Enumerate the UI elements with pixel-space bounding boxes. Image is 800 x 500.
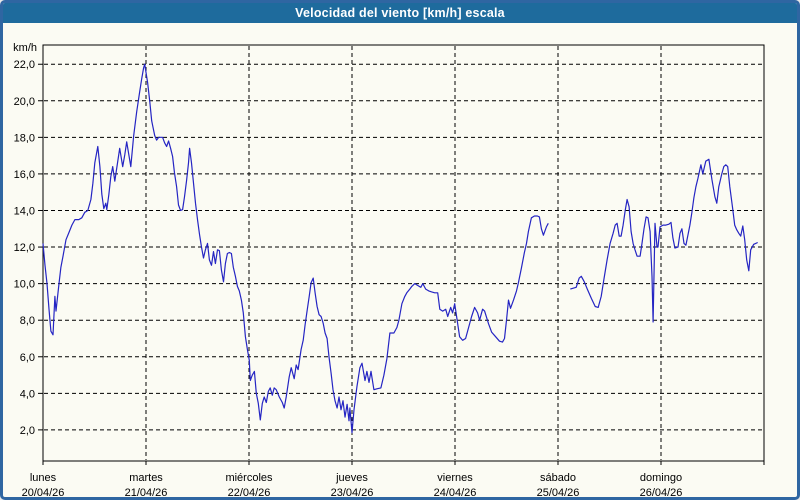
y-axis-unit-label: km/h [13, 42, 37, 54]
y-tick-label: 2,0 [20, 425, 35, 437]
x-day-date-label: 24/04/26 [434, 487, 477, 499]
x-day-date-label: 21/04/26 [125, 487, 168, 499]
x-day-name-label: jueves [335, 472, 368, 484]
y-tick-label: 22,0 [14, 59, 35, 71]
window-title: Velocidad del viento [km/h] escala [295, 6, 505, 20]
x-day-date-label: 25/04/26 [537, 487, 580, 499]
x-day-date-label: 22/04/26 [228, 487, 271, 499]
wind-speed-chart-svg: 2,0 4,0 6,0 8,0 10,0 12,0 14,0 16,0 18,0 20,0 22,0… [13, 42, 765, 499]
y-tick-label: 14,0 [14, 205, 35, 217]
y-tick-label: 10,0 [14, 279, 35, 291]
wind-speed-line-segment [42, 63, 549, 434]
y-tick-label: 6,0 [20, 352, 35, 364]
x-day-date-label: 23/04/26 [331, 487, 374, 499]
x-day-name-label: miércoles [225, 472, 273, 484]
title-bar: Velocidad del viento [km/h] escala [3, 3, 797, 23]
x-day-date-label: 26/04/26 [640, 487, 683, 499]
x-day-name-label: viernes [437, 472, 473, 484]
x-day-name-label: lunes [30, 472, 57, 484]
y-tick-label: 20,0 [14, 96, 35, 108]
x-day-name-label: sábado [540, 472, 576, 484]
y-tick-label: 16,0 [14, 169, 35, 181]
y-tick-label: 12,0 [14, 242, 35, 254]
y-tick-label: 8,0 [20, 315, 35, 327]
y-tick-label: 4,0 [20, 388, 35, 400]
x-day-name-label: domingo [640, 472, 682, 484]
x-day-name-label: martes [129, 472, 163, 484]
plot-border [42, 44, 765, 462]
wind-speed-line-segment [570, 158, 758, 323]
y-tick-label: 18,0 [14, 132, 35, 144]
x-day-date-label: 20/04/26 [22, 487, 65, 499]
